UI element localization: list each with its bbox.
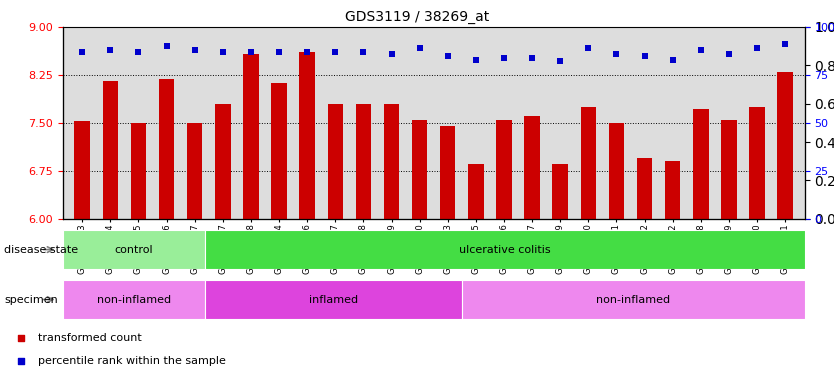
Bar bbox=[525, 116, 540, 219]
Bar bbox=[187, 123, 203, 219]
Bar bbox=[103, 81, 118, 219]
Bar bbox=[215, 104, 230, 219]
Point bbox=[554, 58, 567, 65]
Point bbox=[160, 43, 173, 49]
Text: GDS3119 / 38269_at: GDS3119 / 38269_at bbox=[345, 10, 489, 23]
Bar bbox=[158, 79, 174, 219]
Text: non-inflamed: non-inflamed bbox=[97, 295, 171, 305]
Bar bbox=[552, 164, 568, 219]
Text: non-inflamed: non-inflamed bbox=[596, 295, 671, 305]
Point bbox=[244, 49, 258, 55]
Point bbox=[751, 45, 764, 51]
Bar bbox=[749, 107, 765, 219]
Bar bbox=[440, 126, 455, 219]
Point bbox=[76, 49, 89, 55]
Point bbox=[610, 51, 623, 57]
Text: transformed count: transformed count bbox=[38, 333, 141, 343]
Point bbox=[497, 55, 510, 61]
Bar bbox=[355, 104, 371, 219]
Bar bbox=[721, 120, 736, 219]
Point bbox=[525, 55, 539, 61]
Text: disease state: disease state bbox=[4, 245, 78, 255]
Point bbox=[103, 47, 117, 53]
Point bbox=[384, 51, 398, 57]
Point bbox=[357, 49, 370, 55]
Point bbox=[413, 45, 426, 51]
Point bbox=[391, 32, 404, 38]
Bar bbox=[580, 107, 596, 219]
Point bbox=[722, 51, 736, 57]
Point bbox=[216, 49, 229, 55]
Point bbox=[329, 49, 342, 55]
Bar bbox=[74, 121, 90, 219]
Bar bbox=[462, 280, 805, 319]
Bar bbox=[468, 164, 484, 219]
Text: control: control bbox=[114, 245, 153, 255]
Bar bbox=[777, 72, 793, 219]
Point bbox=[273, 49, 286, 55]
Bar bbox=[609, 123, 624, 219]
Bar bbox=[131, 123, 146, 219]
Point bbox=[132, 49, 145, 55]
Bar bbox=[299, 53, 315, 219]
Bar bbox=[412, 120, 427, 219]
Bar bbox=[693, 109, 709, 219]
Bar bbox=[637, 158, 652, 219]
Point bbox=[694, 47, 707, 53]
Bar bbox=[384, 104, 399, 219]
Bar bbox=[328, 104, 343, 219]
Point bbox=[441, 53, 455, 59]
Text: specimen: specimen bbox=[4, 295, 58, 305]
Point bbox=[391, 242, 404, 248]
Point bbox=[470, 56, 483, 63]
Point bbox=[581, 45, 595, 51]
Bar bbox=[271, 83, 287, 219]
Point bbox=[778, 41, 791, 47]
Text: percentile rank within the sample: percentile rank within the sample bbox=[38, 356, 225, 366]
Text: inflamed: inflamed bbox=[309, 295, 359, 305]
Point bbox=[300, 49, 314, 55]
Point bbox=[188, 47, 201, 53]
Point bbox=[638, 53, 651, 59]
Bar bbox=[244, 54, 259, 219]
Bar bbox=[496, 120, 512, 219]
Bar bbox=[205, 230, 805, 269]
Bar bbox=[205, 280, 462, 319]
Point bbox=[666, 56, 680, 63]
Text: ulcerative colitis: ulcerative colitis bbox=[460, 245, 551, 255]
Bar bbox=[665, 161, 681, 219]
Bar bbox=[63, 280, 205, 319]
Bar bbox=[63, 230, 205, 269]
